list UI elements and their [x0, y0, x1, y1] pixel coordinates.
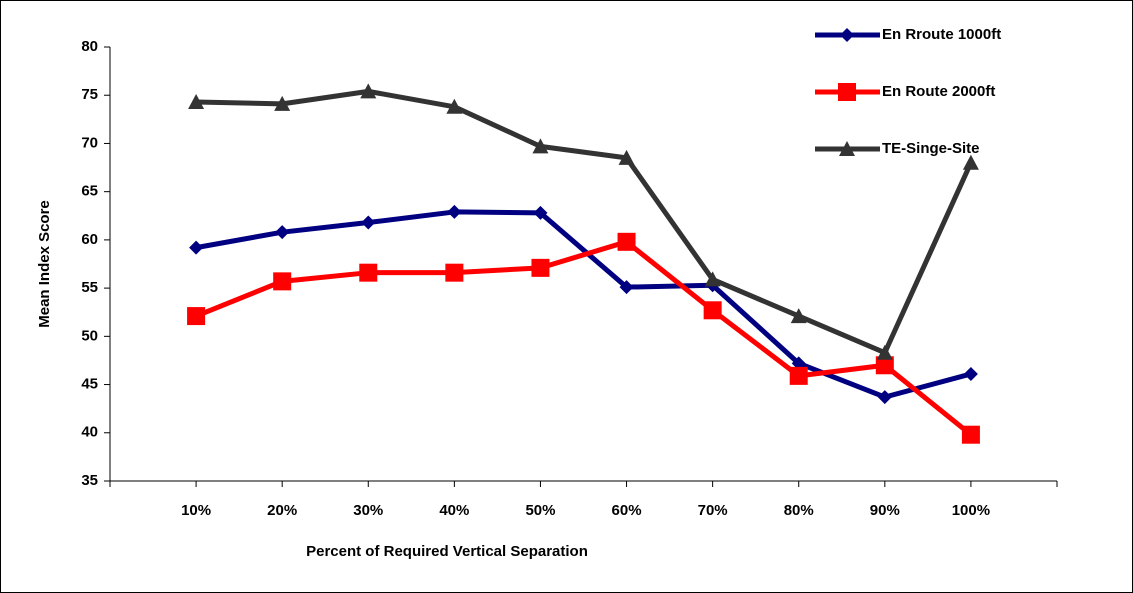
- marker: [617, 232, 636, 251]
- y-tick-label: 75: [81, 86, 98, 103]
- marker: [531, 258, 550, 277]
- y-tick-label: 40: [81, 424, 98, 441]
- marker: [187, 307, 206, 326]
- marker: [789, 366, 808, 385]
- marker: [445, 263, 464, 282]
- x-tick-label: 100%: [952, 502, 990, 519]
- marker: [876, 344, 893, 360]
- marker: [619, 280, 634, 295]
- marker: [533, 205, 548, 220]
- x-tick-label: 50%: [525, 502, 555, 519]
- y-tick-label: 80: [81, 38, 98, 55]
- y-tick-label: 60: [81, 231, 98, 248]
- x-tick-label: 60%: [612, 502, 642, 519]
- y-tick-label: 55: [81, 279, 98, 296]
- marker: [275, 225, 290, 240]
- marker: [962, 154, 979, 170]
- y-axis-title: Mean Index Score: [36, 200, 53, 328]
- legend-label: TE-Singe-Site: [882, 140, 980, 157]
- y-tick-label: 70: [81, 134, 98, 151]
- legend-label: En Route 2000ft: [882, 83, 995, 100]
- marker: [273, 272, 292, 291]
- x-tick-label: 80%: [784, 502, 814, 519]
- marker: [361, 215, 376, 230]
- marker: [963, 366, 978, 381]
- marker: [839, 141, 855, 156]
- series-line: [195, 209, 972, 400]
- marker: [447, 204, 462, 219]
- x-tick-label: 20%: [267, 502, 297, 519]
- marker: [790, 308, 807, 324]
- y-tick-label: 45: [81, 376, 98, 393]
- marker: [532, 138, 549, 154]
- marker: [704, 271, 721, 287]
- marker: [703, 301, 722, 320]
- x-tick-label: 90%: [870, 502, 900, 519]
- x-axis-title: Percent of Required Vertical Separation: [306, 543, 588, 560]
- x-tick-label: 10%: [181, 502, 211, 519]
- marker: [189, 240, 204, 255]
- legend-label: En Rroute 1000ft: [882, 26, 1001, 43]
- marker: [875, 356, 894, 375]
- y-tick-label: 35: [81, 472, 98, 489]
- x-tick-label: 40%: [439, 502, 469, 519]
- marker: [359, 263, 378, 282]
- marker: [360, 83, 377, 99]
- x-tick-label: 70%: [698, 502, 728, 519]
- series-line: [195, 239, 973, 437]
- marker: [961, 425, 980, 444]
- x-tick-label: 30%: [353, 502, 383, 519]
- y-tick-label: 50: [81, 327, 98, 344]
- marker: [446, 98, 463, 114]
- marker: [618, 149, 635, 165]
- marker: [877, 390, 892, 405]
- marker: [274, 95, 291, 111]
- marker: [791, 356, 806, 371]
- series-line: [196, 88, 974, 356]
- marker: [188, 93, 205, 109]
- marker: [840, 28, 854, 42]
- marker: [838, 83, 856, 101]
- y-tick-label: 65: [81, 183, 98, 200]
